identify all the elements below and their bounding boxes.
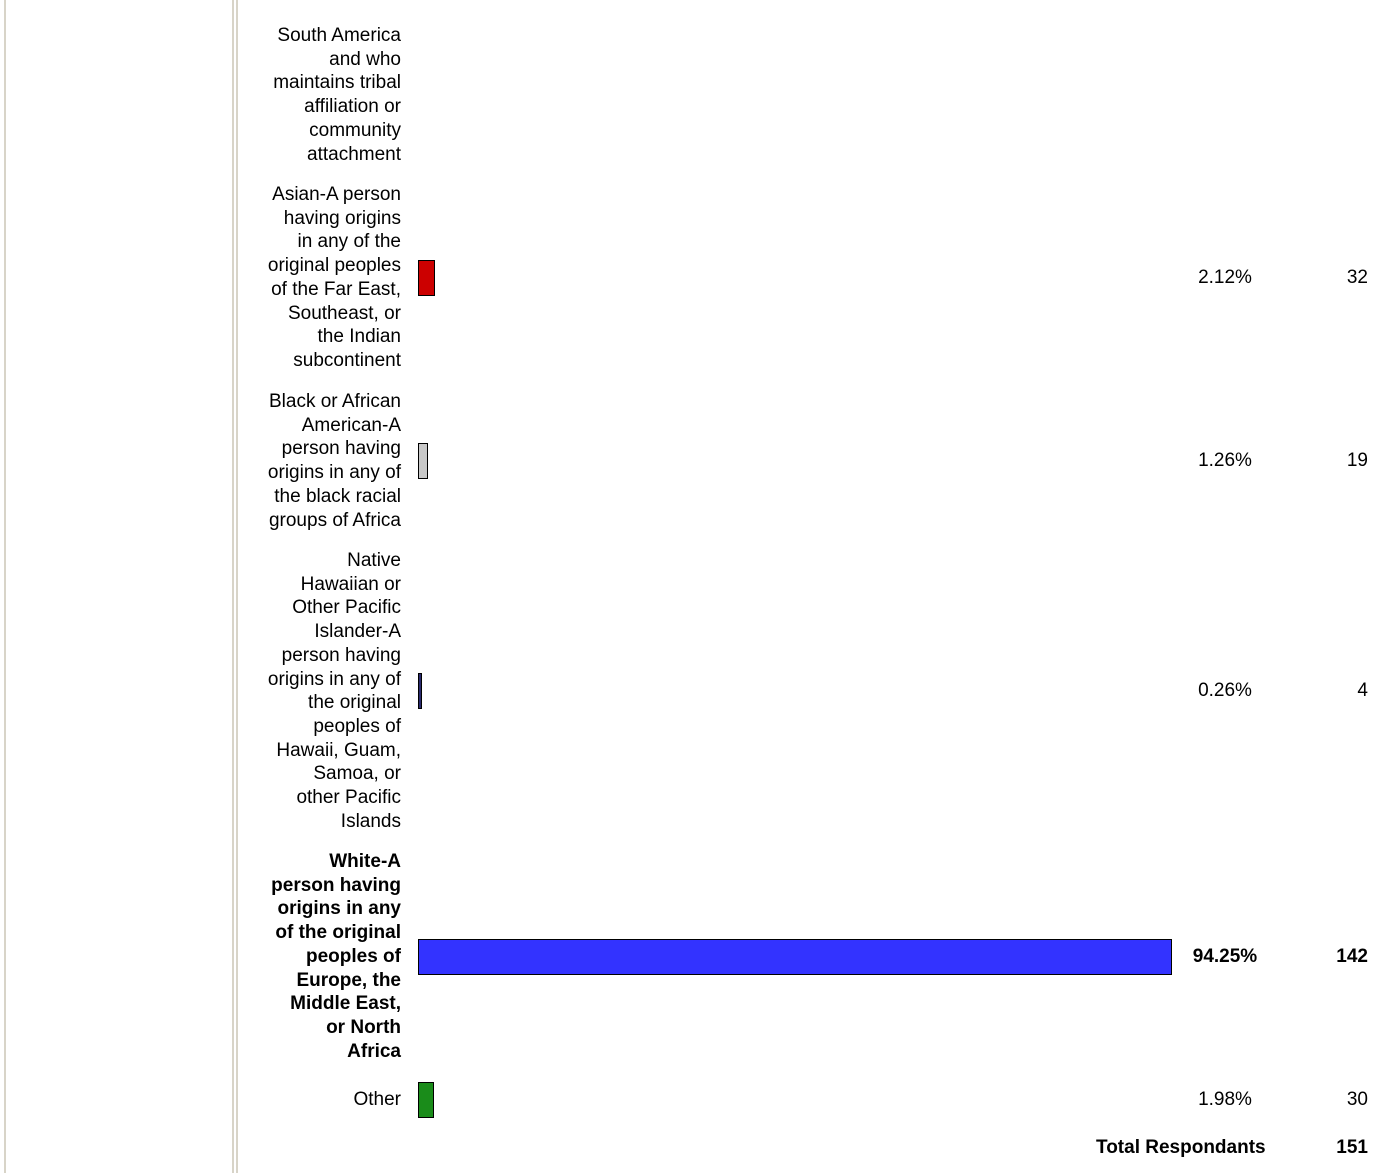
chart-row: White-A person having origins in any of the… bbox=[240, 850, 1380, 1063]
percent-label: 1.26% bbox=[1198, 450, 1252, 472]
category-label: Native Hawaiian or Other Pacific Islander-A… bbox=[267, 550, 401, 832]
percent-label: 94.25% bbox=[1192, 945, 1258, 967]
left-divider bbox=[4, 0, 6, 1173]
chart-row: Black or African American-A person having o… bbox=[240, 390, 1380, 532]
total-respondents-label: Total Respondants bbox=[1096, 1137, 1266, 1158]
percent-label: 1.98% bbox=[1198, 1088, 1252, 1110]
count-label: 32 bbox=[1346, 266, 1368, 288]
chart-row: Native Hawaiian or Other Pacific Islander-A… bbox=[240, 549, 1380, 833]
total-respondents-value: 151 bbox=[1336, 1137, 1368, 1158]
count-label: 4 bbox=[1357, 680, 1368, 702]
bar bbox=[418, 443, 429, 480]
bar bbox=[418, 673, 422, 710]
category-label: South America and who maintains tribal affi… bbox=[273, 25, 401, 165]
column-divider-inner bbox=[236, 0, 238, 1173]
percent-label: 2.12% bbox=[1198, 266, 1252, 288]
bar bbox=[418, 259, 435, 296]
chart-row: Other 1.98% 30 bbox=[240, 1081, 1380, 1118]
column-divider bbox=[232, 0, 234, 1173]
bar bbox=[418, 1081, 434, 1118]
percent-label: 0.26% bbox=[1198, 680, 1252, 702]
count-label: 30 bbox=[1346, 1088, 1368, 1110]
chart-row: Asian-A person having origins in any of th… bbox=[240, 183, 1380, 373]
category-label: Other bbox=[353, 1089, 401, 1110]
category-label: Asian-A person having origins in any of th… bbox=[267, 184, 401, 371]
count-label: 19 bbox=[1346, 450, 1368, 472]
chart-row: South America and who maintains tribal affi… bbox=[240, 24, 1380, 166]
count-label: 142 bbox=[1336, 945, 1368, 967]
category-label: Black or African American-A person having o… bbox=[267, 391, 401, 531]
category-label: White-A person having origins in any of the… bbox=[271, 851, 401, 1062]
bar bbox=[418, 938, 1172, 975]
